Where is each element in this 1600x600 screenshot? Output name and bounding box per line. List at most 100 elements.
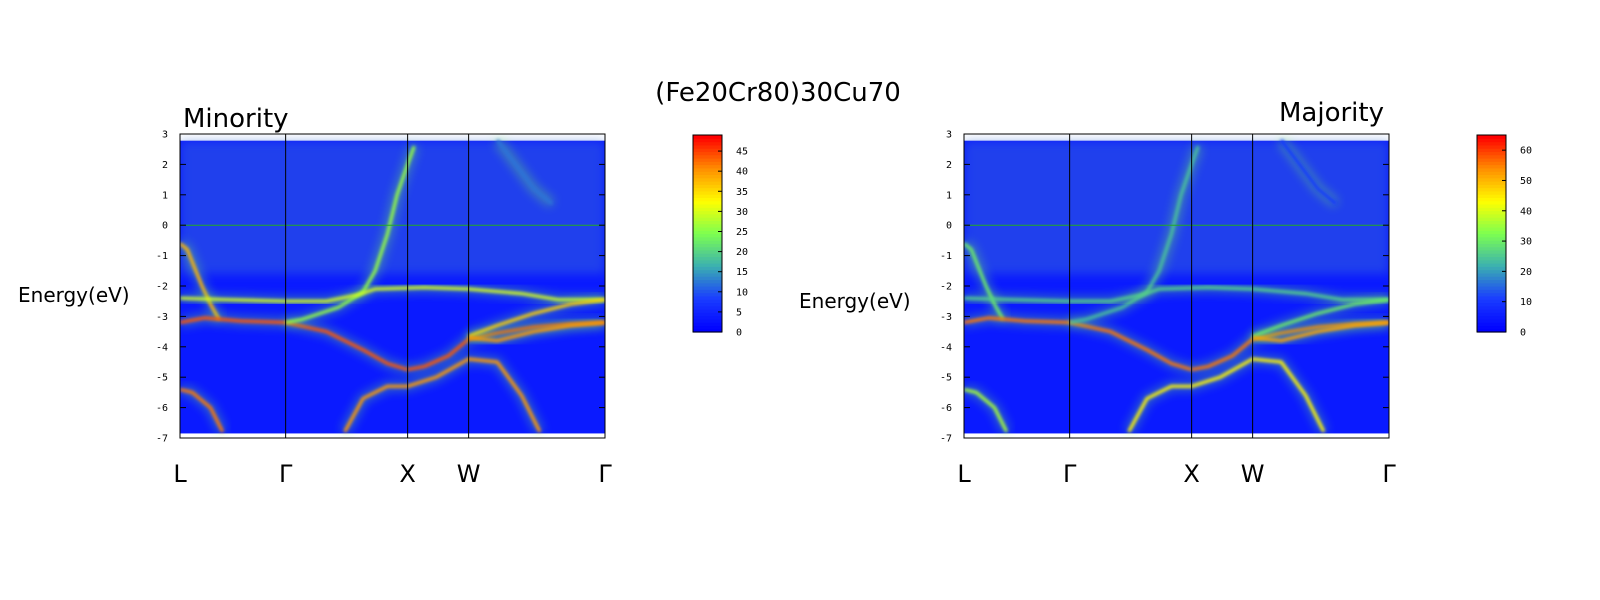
y-axis-label: Energy(eV) <box>799 289 911 313</box>
colorbar-segment <box>1477 148 1506 153</box>
band-line <box>964 285 1389 303</box>
colorbar-segment <box>693 207 722 212</box>
colorbar-tick-label: 60 <box>1520 146 1532 157</box>
colorbar-segment <box>693 217 722 221</box>
band-line <box>1127 357 1326 433</box>
band-line <box>180 316 409 372</box>
colorbar-segment <box>1477 253 1506 258</box>
colorbar-segment <box>1477 200 1506 205</box>
y-tick-label: -5 <box>940 373 952 384</box>
colorbar-segment <box>1477 295 1506 300</box>
y-tick-label: -2 <box>156 282 168 293</box>
colorbar-segment <box>693 223 722 228</box>
colorbar-segment <box>1477 312 1506 317</box>
colorbar-segment <box>693 312 722 317</box>
colorbar-segment <box>693 233 722 238</box>
colorbar-segment <box>1477 217 1506 221</box>
colorbar-segment <box>1477 246 1506 251</box>
colorbar-tick-label: 15 <box>736 267 748 278</box>
colorbar-segment <box>693 318 722 323</box>
y-tick-label: 0 <box>162 221 168 232</box>
colorbar-tick-label: 25 <box>736 227 748 238</box>
colorbar-segment <box>693 240 722 244</box>
colorbar-segment <box>693 328 722 333</box>
colorbar-tick-label: 30 <box>1520 237 1532 248</box>
y-tick-label: -1 <box>156 251 168 262</box>
colorbar-segment <box>693 157 722 162</box>
colorbar-tick-label: 10 <box>736 287 748 298</box>
y-tick-label: -3 <box>940 312 952 323</box>
colorbar-segment <box>1477 263 1506 267</box>
colorbar-segment <box>1477 243 1506 248</box>
colorbar-segment <box>693 141 722 146</box>
kpoint-label: W <box>457 460 481 488</box>
colorbar-tick-label: 20 <box>736 247 748 258</box>
colorbar-tick-label: 10 <box>1520 297 1532 308</box>
colorbar-segment <box>693 325 722 330</box>
colorbar-tick-label: 35 <box>736 187 748 198</box>
band-line <box>343 357 542 433</box>
colorbar-segment <box>693 194 722 198</box>
colorbar-segment <box>693 171 722 175</box>
colorbar-segment <box>1477 269 1506 274</box>
colorbar-segment <box>693 276 722 281</box>
heatmap-area <box>964 134 1389 438</box>
kpoint-label: L <box>173 460 187 488</box>
colorbar-segment <box>693 263 722 267</box>
colorbar-segment <box>1477 144 1506 149</box>
y-tick-label: -6 <box>940 403 952 414</box>
colorbar-segment <box>1477 256 1506 261</box>
colorbar-segment <box>693 161 722 166</box>
colorbar-segment <box>693 243 722 248</box>
colorbar: 0 5 10 15 20 25 30 35 40 45 <box>692 134 748 339</box>
colorbar-segment <box>1477 167 1506 172</box>
colorbar-segment <box>1477 203 1506 208</box>
band-line <box>964 316 1193 372</box>
colorbar-segment <box>693 174 722 179</box>
colorbar-segment <box>693 177 722 182</box>
colorbar-segment <box>1477 322 1506 327</box>
colorbar-segment <box>1477 240 1506 244</box>
colorbar-segment <box>693 144 722 149</box>
y-tick-label: 0 <box>946 221 952 232</box>
colorbar-segment <box>1477 302 1506 307</box>
colorbar-segment <box>693 249 722 254</box>
colorbar-segment <box>693 246 722 251</box>
colorbar-segment <box>1477 187 1506 192</box>
colorbar-segment <box>693 286 722 290</box>
colorbar-segment <box>1477 207 1506 212</box>
colorbar-segment <box>693 282 722 287</box>
colorbar-segment <box>1477 171 1506 175</box>
colorbar-tick-label: 20 <box>1520 267 1532 278</box>
kpoint-label: X <box>399 460 415 488</box>
colorbar-segment <box>693 305 722 310</box>
y-tick-label: -5 <box>156 373 168 384</box>
band-line <box>964 387 1009 433</box>
kpoint-label: Γ <box>598 460 612 488</box>
colorbar-segment <box>693 184 722 189</box>
colorbar-segment <box>693 279 722 284</box>
colorbar-segment <box>1477 161 1506 166</box>
colorbar-segment <box>1477 276 1506 281</box>
band-line <box>1252 298 1389 338</box>
colorbar-segment <box>693 295 722 300</box>
colorbar-segment <box>1477 259 1506 264</box>
colorbar-segment <box>1477 135 1506 139</box>
colorbar-segment <box>693 138 722 143</box>
y-tick-label: -2 <box>940 282 952 293</box>
colorbar-segment <box>693 309 722 313</box>
colorbar-segment <box>693 269 722 274</box>
kpoint-label: Γ <box>279 460 293 488</box>
colorbar-segment <box>1477 177 1506 182</box>
colorbar-segment <box>1477 194 1506 198</box>
colorbar-segment <box>1477 328 1506 333</box>
band-line <box>1252 320 1389 343</box>
colorbar-segment <box>693 292 722 297</box>
band-line <box>285 145 416 325</box>
colorbar-tick-label: 30 <box>736 207 748 218</box>
y-tick-label: 3 <box>946 130 952 141</box>
colorbar-segment <box>1477 174 1506 179</box>
colorbar-segment <box>693 180 722 185</box>
colorbar-segment <box>1477 299 1506 304</box>
